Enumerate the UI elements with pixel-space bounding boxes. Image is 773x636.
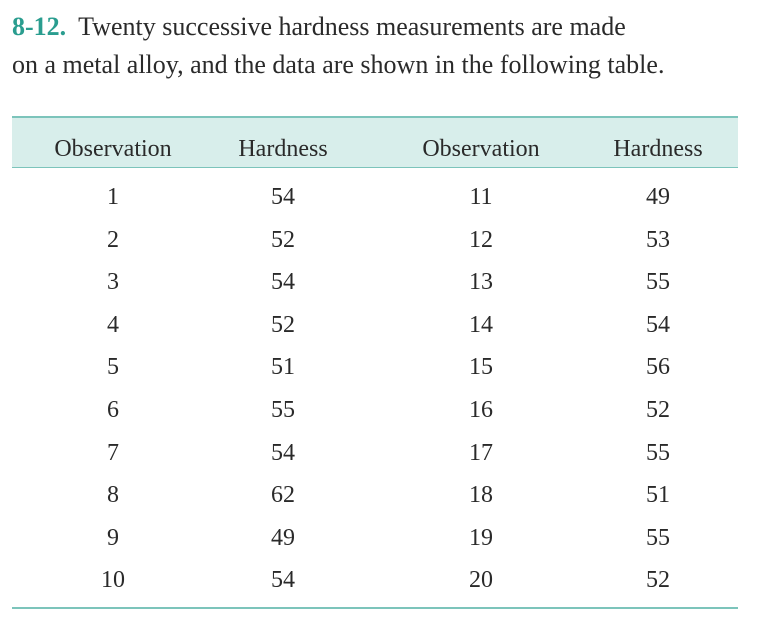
table-cell: 51 xyxy=(646,482,670,509)
table-cell: 55 xyxy=(271,397,295,423)
table-cell: 3 xyxy=(107,269,119,296)
table-cell: 55 xyxy=(646,524,670,551)
table-cell: 13 xyxy=(469,269,493,296)
table-cell: 53 xyxy=(646,226,670,253)
table-cell: 54 xyxy=(271,269,295,296)
table-cell: 18 xyxy=(469,482,493,509)
table-cell: 52 xyxy=(271,311,295,338)
table-cell: 9 xyxy=(107,524,119,551)
table-cell: 7 xyxy=(107,439,119,466)
table-cell: 62 xyxy=(271,482,295,509)
table-cell: 1 xyxy=(107,184,119,210)
table-cell: 12 xyxy=(469,226,493,253)
table-cell: 16 xyxy=(469,397,493,423)
table-cell: 51 xyxy=(271,354,295,381)
table-cell: 11 xyxy=(469,184,493,210)
table-cell: 20 xyxy=(469,567,493,594)
table-header-rule xyxy=(12,167,738,168)
table-cell: 52 xyxy=(646,397,670,423)
table-cell: 14 xyxy=(469,311,493,338)
header-cell: Hardness xyxy=(613,136,703,162)
table-cell: 54 xyxy=(271,567,295,594)
header-cell: Observation xyxy=(422,136,540,162)
table-cell: 17 xyxy=(469,439,493,466)
table-cell: 49 xyxy=(646,184,670,210)
table-cell: 49 xyxy=(271,524,295,551)
table-cell: 5 xyxy=(107,354,119,381)
problem-text: Twenty successive hardness measurements … xyxy=(78,12,626,41)
table-top-rule xyxy=(12,116,738,118)
header-cell: Observation xyxy=(54,136,172,162)
table-cell: 8 xyxy=(107,482,119,509)
table-cell: 10 xyxy=(101,567,125,594)
table-bottom-rule xyxy=(12,607,738,609)
table-cell: 54 xyxy=(271,439,295,466)
problem-number: 8-12. xyxy=(12,12,67,41)
table-header-band xyxy=(12,118,738,168)
table-cell: 52 xyxy=(271,226,295,253)
table-cell: 55 xyxy=(646,439,670,466)
header-cell: Hardness xyxy=(238,136,328,162)
table-cell: 52 xyxy=(646,567,670,594)
table-cell: 55 xyxy=(646,269,670,296)
problem-text: on a metal alloy, and the data are shown… xyxy=(12,50,665,79)
table-cell: 4 xyxy=(107,311,119,338)
table-cell: 56 xyxy=(646,354,670,381)
table-cell: 19 xyxy=(469,524,493,551)
table-cell: 6 xyxy=(107,397,119,423)
problem-line: 8-12. Twenty successive hardness measurem… xyxy=(12,12,626,42)
table-cell: 54 xyxy=(271,184,295,210)
table-cell: 54 xyxy=(646,311,670,338)
table-cell: 15 xyxy=(469,354,493,381)
table-cell: 2 xyxy=(107,226,119,253)
